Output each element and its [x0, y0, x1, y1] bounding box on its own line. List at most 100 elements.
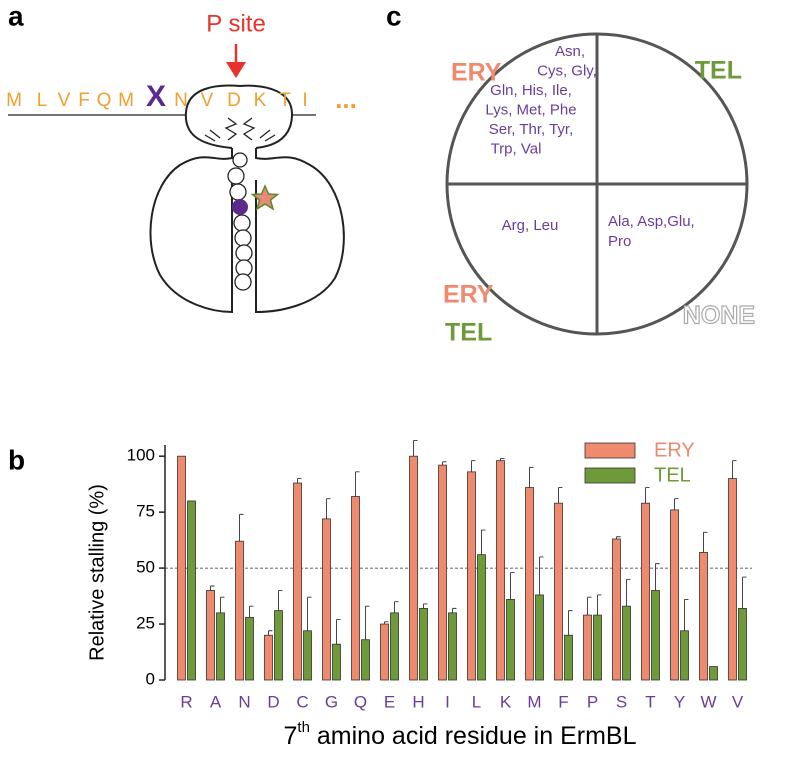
sequence-letter: M: [118, 90, 134, 111]
bar: [419, 607, 428, 681]
bar: [680, 630, 689, 681]
residue-group: Lys, Met, Phe: [485, 101, 576, 118]
legend-label: ERY: [654, 439, 695, 461]
x-tick-label: S: [616, 692, 627, 711]
error-bar: [365, 605, 370, 640]
x-tick-label: I: [445, 692, 450, 711]
x-tick-label: A: [210, 692, 222, 711]
p-site-label: P site: [206, 10, 266, 37]
legend-swatch: [584, 467, 636, 484]
error-bar: [423, 603, 428, 609]
error-bar: [645, 487, 650, 504]
error-bar: [239, 513, 244, 542]
error-bar: [674, 498, 679, 510]
error-bar: [355, 471, 360, 497]
sequence-letter: D: [227, 90, 241, 111]
sequence-letter: V: [58, 90, 71, 111]
x-tick-label: W: [700, 692, 716, 711]
residue-group: Trp, Val: [491, 140, 542, 157]
sequence-letter: X: [146, 80, 166, 113]
bar: [409, 455, 418, 681]
error-bar: [394, 601, 399, 613]
error-bar: [684, 598, 689, 631]
residue-group: Asn,: [555, 43, 585, 60]
residue-group: Ser, Thr, Tyr,: [489, 121, 574, 138]
bar: [303, 630, 312, 681]
error-bar: [558, 487, 563, 504]
bar: [390, 612, 399, 681]
error-bar: [442, 461, 447, 466]
y-tick-label: 0: [146, 669, 155, 688]
y-axis-title: Relative stalling (%): [86, 484, 108, 661]
legend-label: TEL: [654, 464, 691, 486]
bar: [448, 612, 457, 681]
bar: [235, 540, 244, 681]
residue-group: Ala, Asp,Glu,: [608, 213, 695, 230]
bar: [622, 605, 631, 681]
error-bar: [210, 585, 215, 591]
bar: [245, 616, 254, 681]
bar: [351, 496, 360, 681]
sequence-letter: N: [174, 90, 188, 111]
legend-swatch: [584, 442, 636, 459]
drug-star: [250, 184, 280, 211]
bar: [332, 643, 341, 681]
error-bar: [510, 572, 515, 600]
error-bar: [297, 478, 302, 484]
error-bar: [703, 531, 708, 553]
error-bar: [742, 576, 747, 609]
bar: [738, 607, 747, 681]
y-tick-label: 25: [136, 614, 155, 633]
x-tick-label: V: [732, 692, 744, 711]
quadrant-label: TEL: [695, 57, 742, 85]
error-bar: [500, 457, 505, 461]
error-bar: [597, 594, 602, 616]
bar: [438, 464, 447, 681]
error-bar: [278, 590, 283, 611]
x-tick-label: L: [472, 692, 481, 711]
x-axis-title-part: amino acid residue in ErmBL: [310, 722, 637, 750]
large-subunit-right: [255, 148, 345, 314]
x-axis-title-part: 7: [284, 722, 298, 750]
error-bar: [471, 460, 476, 472]
error-bar: [655, 563, 660, 591]
x-tick-label: N: [238, 692, 250, 711]
error-bar: [732, 460, 737, 479]
bar: [670, 509, 679, 681]
panel-label: c: [386, 0, 402, 31]
sequence-letter: Q: [97, 90, 112, 111]
arrow-head: [226, 62, 246, 78]
bar: [593, 614, 602, 681]
x-tick-label: C: [296, 692, 308, 711]
panel-label: b: [8, 444, 25, 475]
bar: [728, 478, 737, 681]
x-tick-label: F: [558, 692, 568, 711]
bar: [496, 460, 505, 681]
bar: [477, 554, 486, 681]
x-tick-label: K: [500, 692, 512, 711]
residue-x: [232, 199, 248, 215]
x-tick-label: R: [180, 692, 192, 711]
residue-group: Arg, Leu: [502, 217, 559, 234]
quadrant-label: ERY: [443, 281, 494, 309]
error-bar: [568, 610, 573, 636]
bar: [293, 482, 302, 681]
x-tick-label: M: [527, 692, 541, 711]
x-tick-label: G: [325, 692, 338, 711]
bar: [467, 471, 476, 681]
x-tick-label: Y: [674, 692, 685, 711]
error-bar: [336, 619, 341, 645]
sequence-letter: L: [37, 90, 48, 111]
x-tick-label: D: [267, 692, 279, 711]
panel-label: a: [8, 0, 24, 31]
bar: [216, 612, 225, 681]
x-tick-label: H: [412, 692, 424, 711]
x-tick-label: P: [587, 692, 598, 711]
bar: [525, 487, 534, 681]
error-bar: [384, 621, 389, 625]
bar: [274, 610, 283, 681]
sequence-letter: V: [201, 90, 214, 111]
residue-group: Gln, His, Ile,: [490, 82, 572, 99]
bar: [583, 614, 592, 681]
